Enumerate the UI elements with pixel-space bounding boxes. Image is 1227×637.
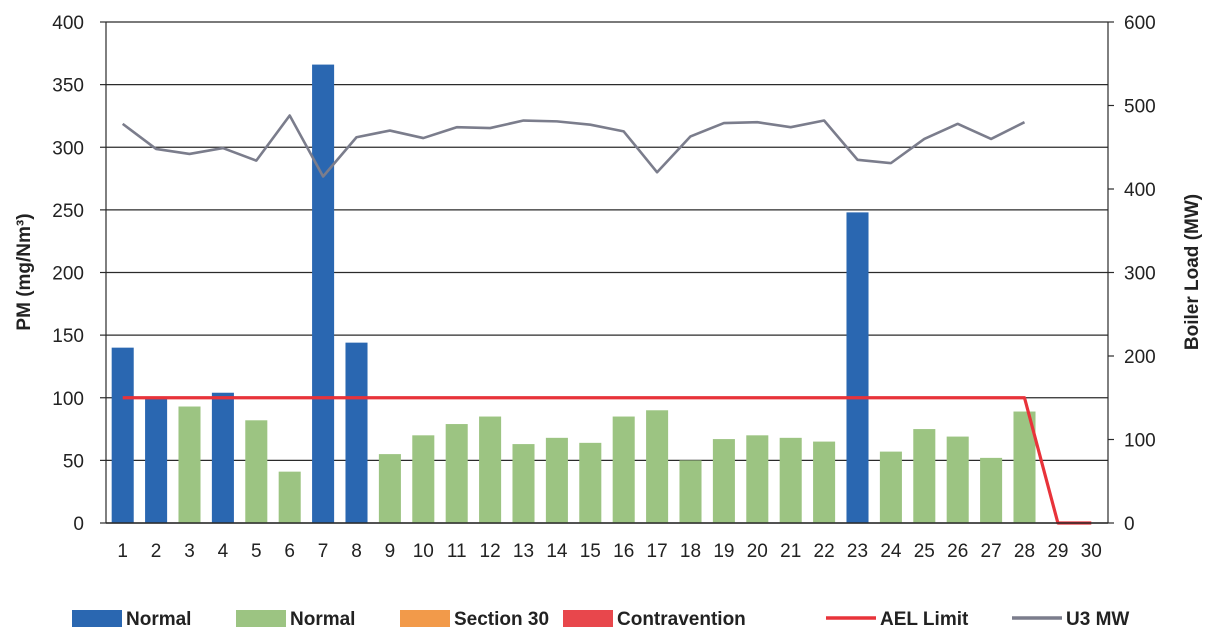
y2-tick-label: 0 xyxy=(1124,514,1135,535)
bar xyxy=(545,437,568,523)
axes xyxy=(100,21,1114,524)
bar xyxy=(345,342,368,523)
x-tick-label: 25 xyxy=(914,541,935,562)
x-tick-label: 1 xyxy=(117,541,128,562)
y-axis-ticks: 0 50 100 150 200 250 300 350 400 xyxy=(52,13,84,535)
legend-label: Section 30 xyxy=(454,609,549,630)
bar xyxy=(980,457,1003,523)
x-tick-label: 17 xyxy=(647,541,668,562)
x-tick-label: 7 xyxy=(318,541,329,562)
bar xyxy=(612,416,635,523)
bar xyxy=(913,429,936,523)
y2-tick-label: 200 xyxy=(1124,347,1156,368)
x-tick-label: 16 xyxy=(613,541,634,562)
legend-label: AEL Limit xyxy=(880,609,969,630)
bar xyxy=(646,410,669,523)
bar xyxy=(178,406,201,523)
legend: Normal Normal Section 30 Contravention AEL L… xyxy=(72,609,1129,630)
bar xyxy=(512,444,535,523)
bar xyxy=(111,347,134,523)
y-tick-label: 300 xyxy=(52,138,84,159)
y-tick-label: 400 xyxy=(52,13,84,34)
legend-swatch xyxy=(563,610,613,627)
x-tick-label: 23 xyxy=(847,541,868,562)
legend-label: Contravention xyxy=(617,609,746,630)
x-tick-label: 30 xyxy=(1081,541,1102,562)
x-tick-label: 18 xyxy=(680,541,701,562)
bar xyxy=(813,441,836,523)
ael-limit-line xyxy=(122,396,1092,525)
x-tick-label: 8 xyxy=(351,541,362,562)
bar xyxy=(479,416,502,523)
bar xyxy=(879,451,902,523)
bar xyxy=(579,442,602,523)
y-tick-label: 100 xyxy=(52,389,84,410)
x-tick-label: 3 xyxy=(184,541,195,562)
y-tick-label: 200 xyxy=(52,264,84,285)
bar xyxy=(746,435,769,523)
legend-label: U3 MW xyxy=(1066,609,1129,630)
x-tick-label: 9 xyxy=(385,541,396,562)
bar xyxy=(412,435,435,523)
x-tick-label: 5 xyxy=(251,541,262,562)
bar xyxy=(679,460,702,523)
bar xyxy=(245,420,268,523)
x-tick-label: 4 xyxy=(218,541,229,562)
y2-tick-label: 500 xyxy=(1124,97,1156,118)
x-tick-label: 15 xyxy=(580,541,601,562)
bar xyxy=(779,437,802,523)
y-tick-label: 0 xyxy=(73,514,84,535)
y2-tick-label: 300 xyxy=(1124,264,1156,285)
bar xyxy=(846,212,869,523)
y2-axis-title: Boiler Load (MW) xyxy=(1182,194,1203,350)
x-tick-label: 20 xyxy=(747,541,768,562)
bar xyxy=(278,471,301,523)
x-tick-label: 11 xyxy=(447,541,467,562)
bar xyxy=(712,439,735,523)
x-axis-ticks: 1 2 3 4 5 6 7 8 9 10 11 12 13 14 15 16 17 18 19 20 21 22 23 24 2… xyxy=(117,541,1101,562)
x-tick-label: 6 xyxy=(284,541,295,562)
x-tick-label: 13 xyxy=(513,541,534,562)
legend-label: Normal xyxy=(290,609,355,630)
y-axis-title: PM (mg/Nm³) xyxy=(14,213,35,330)
x-tick-label: 2 xyxy=(151,541,162,562)
legend-label: Normal xyxy=(126,609,191,630)
x-tick-label: 21 xyxy=(780,541,801,562)
bar xyxy=(312,64,335,524)
series-lines xyxy=(121,114,1092,525)
legend-swatch xyxy=(400,610,450,627)
bar xyxy=(145,397,168,523)
x-tick-label: 12 xyxy=(480,541,501,562)
bar xyxy=(378,454,401,523)
y-tick-label: 50 xyxy=(63,451,84,472)
x-tick-label: 26 xyxy=(947,541,968,562)
x-tick-label: 10 xyxy=(413,541,434,562)
y2-tick-label: 100 xyxy=(1124,431,1156,452)
bar xyxy=(1013,411,1036,523)
y2-tick-label: 400 xyxy=(1124,180,1156,201)
y-tick-label: 250 xyxy=(52,201,84,222)
x-tick-label: 27 xyxy=(981,541,1002,562)
y2-axis-ticks: 0 100 200 300 400 500 600 xyxy=(1124,13,1156,535)
legend-swatch xyxy=(72,610,122,627)
x-tick-label: 24 xyxy=(880,541,902,562)
y2-tick-label: 600 xyxy=(1124,13,1156,34)
x-tick-label: 22 xyxy=(814,541,835,562)
x-tick-label: 29 xyxy=(1047,541,1068,562)
x-tick-label: 14 xyxy=(546,541,568,562)
bar xyxy=(445,424,468,523)
bar xyxy=(211,392,234,523)
y-tick-label: 150 xyxy=(52,326,84,347)
legend-swatch xyxy=(236,610,286,627)
bars xyxy=(111,64,1036,524)
u3-mw-line xyxy=(121,114,1026,178)
bar xyxy=(946,436,969,523)
y-tick-label: 350 xyxy=(52,76,84,97)
x-tick-label: 19 xyxy=(713,541,734,562)
x-tick-label: 28 xyxy=(1014,541,1035,562)
